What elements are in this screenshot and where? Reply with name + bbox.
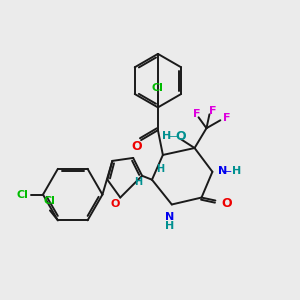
Text: Cl: Cl <box>152 82 164 93</box>
Text: O: O <box>221 197 232 210</box>
Text: H: H <box>165 221 174 231</box>
Text: —: — <box>221 166 231 176</box>
Text: O: O <box>132 140 142 152</box>
Text: F: F <box>223 113 230 123</box>
Text: F: F <box>209 106 216 116</box>
Text: N: N <box>165 212 174 222</box>
Text: Cl: Cl <box>43 196 55 206</box>
Text: H: H <box>134 177 142 187</box>
Text: O: O <box>111 200 120 209</box>
Text: N: N <box>218 166 228 176</box>
Text: H: H <box>232 166 242 176</box>
Text: —: — <box>169 131 179 141</box>
Text: H: H <box>156 164 164 174</box>
Text: F: F <box>193 109 200 119</box>
Text: Cl: Cl <box>16 190 28 200</box>
Text: H: H <box>162 131 172 141</box>
Text: O: O <box>176 130 186 142</box>
